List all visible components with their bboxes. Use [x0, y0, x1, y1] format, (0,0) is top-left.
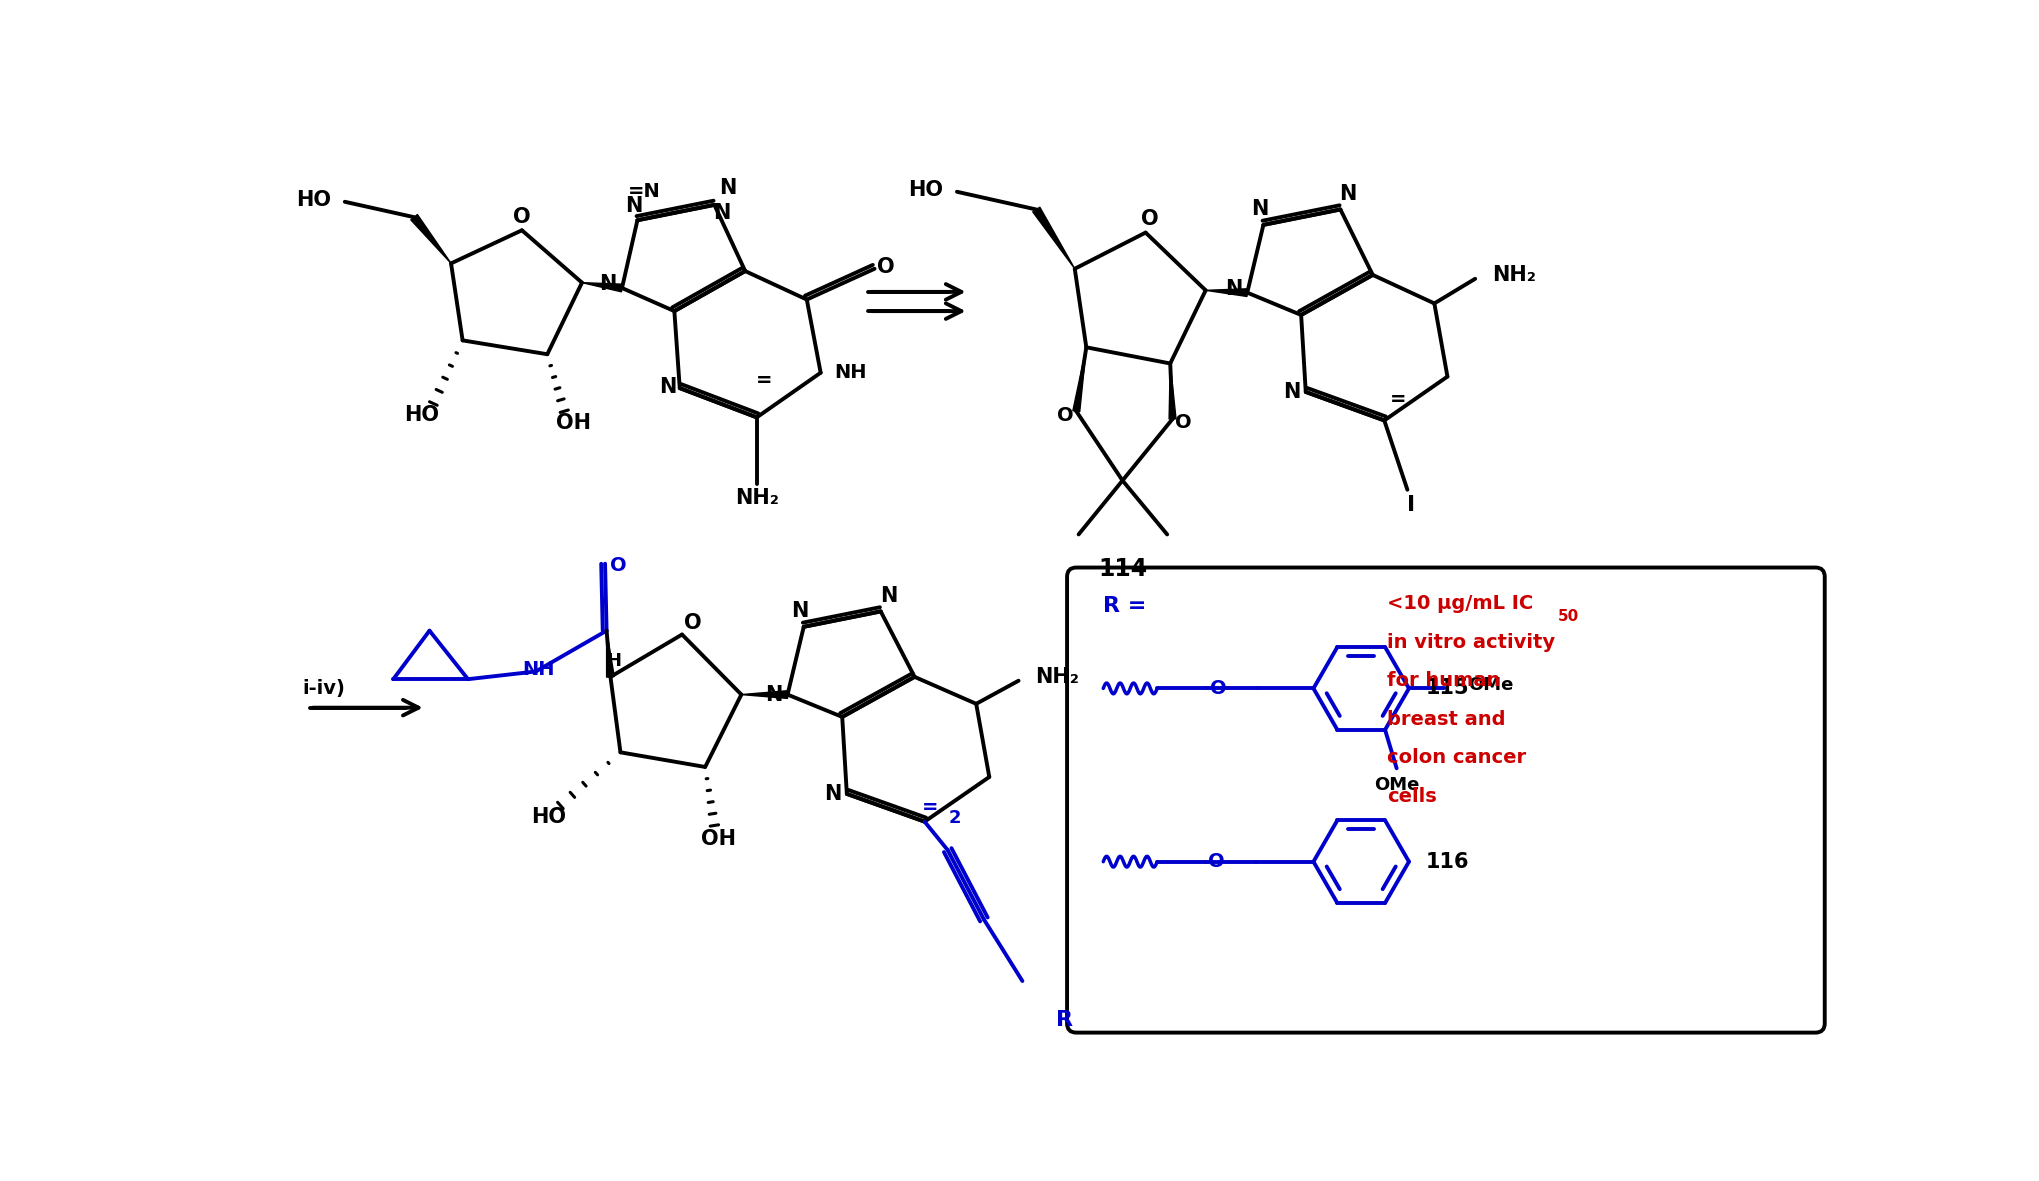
Text: NH: NH [522, 660, 555, 679]
Text: breast and: breast and [1387, 710, 1505, 729]
Text: 116: 116 [1425, 852, 1468, 872]
Text: 50: 50 [1558, 609, 1578, 625]
Text: for human: for human [1387, 671, 1499, 690]
Text: i-iv): i-iv) [302, 679, 345, 698]
Text: =: = [922, 798, 938, 817]
Text: O: O [683, 613, 701, 633]
Text: N: N [1340, 184, 1356, 204]
Polygon shape [1073, 347, 1087, 412]
Polygon shape [740, 691, 787, 698]
Text: N: N [879, 586, 897, 606]
Text: N: N [720, 178, 736, 198]
Text: N: N [791, 601, 807, 621]
Text: N: N [624, 196, 642, 216]
Text: H: H [606, 652, 622, 671]
Text: O: O [514, 207, 530, 227]
Text: colon cancer: colon cancer [1387, 749, 1525, 768]
Text: N: N [1283, 381, 1301, 402]
Text: N: N [1250, 200, 1268, 220]
Text: O: O [1209, 679, 1225, 698]
Text: 2: 2 [948, 809, 960, 827]
Polygon shape [606, 631, 614, 677]
Polygon shape [1168, 364, 1174, 419]
Polygon shape [1205, 289, 1246, 296]
Text: =: = [1389, 390, 1405, 409]
Text: O: O [610, 556, 626, 575]
Text: NH₂: NH₂ [1036, 667, 1079, 687]
Text: O: O [1207, 853, 1223, 872]
Text: HO: HO [530, 807, 567, 827]
Text: 114: 114 [1097, 557, 1146, 581]
Text: =: = [756, 371, 773, 390]
Text: NH₂: NH₂ [1491, 265, 1535, 285]
FancyBboxPatch shape [1066, 568, 1823, 1032]
Text: HO: HO [404, 405, 438, 425]
Text: O: O [1174, 413, 1191, 432]
Text: N: N [765, 685, 783, 705]
Polygon shape [1032, 207, 1075, 269]
Text: =N: =N [628, 182, 661, 201]
Text: 115: 115 [1425, 678, 1468, 698]
Text: NH₂: NH₂ [734, 488, 779, 508]
Text: HO: HO [907, 181, 942, 201]
Text: R: R [1056, 1010, 1073, 1030]
Text: N: N [1223, 279, 1242, 299]
Text: O: O [877, 257, 893, 278]
Text: OMe: OMe [1468, 676, 1513, 693]
Text: HO: HO [296, 190, 330, 210]
Text: cells: cells [1387, 787, 1435, 805]
Polygon shape [581, 282, 622, 292]
Text: <10 μg/mL IC: <10 μg/mL IC [1387, 594, 1531, 613]
Text: O: O [1056, 405, 1073, 425]
Text: NH: NH [834, 364, 867, 383]
Text: in vitro activity: in vitro activity [1387, 633, 1554, 652]
Text: R =: R = [1103, 596, 1146, 616]
Text: I: I [1407, 495, 1415, 515]
Text: OH: OH [557, 413, 591, 432]
Text: N: N [599, 274, 616, 294]
Text: N: N [824, 784, 842, 804]
Polygon shape [410, 215, 451, 263]
Text: N: N [714, 203, 730, 222]
Text: OMe: OMe [1372, 776, 1419, 794]
Text: N: N [659, 377, 677, 397]
Text: O: O [1140, 209, 1158, 229]
Text: OH: OH [701, 829, 736, 849]
